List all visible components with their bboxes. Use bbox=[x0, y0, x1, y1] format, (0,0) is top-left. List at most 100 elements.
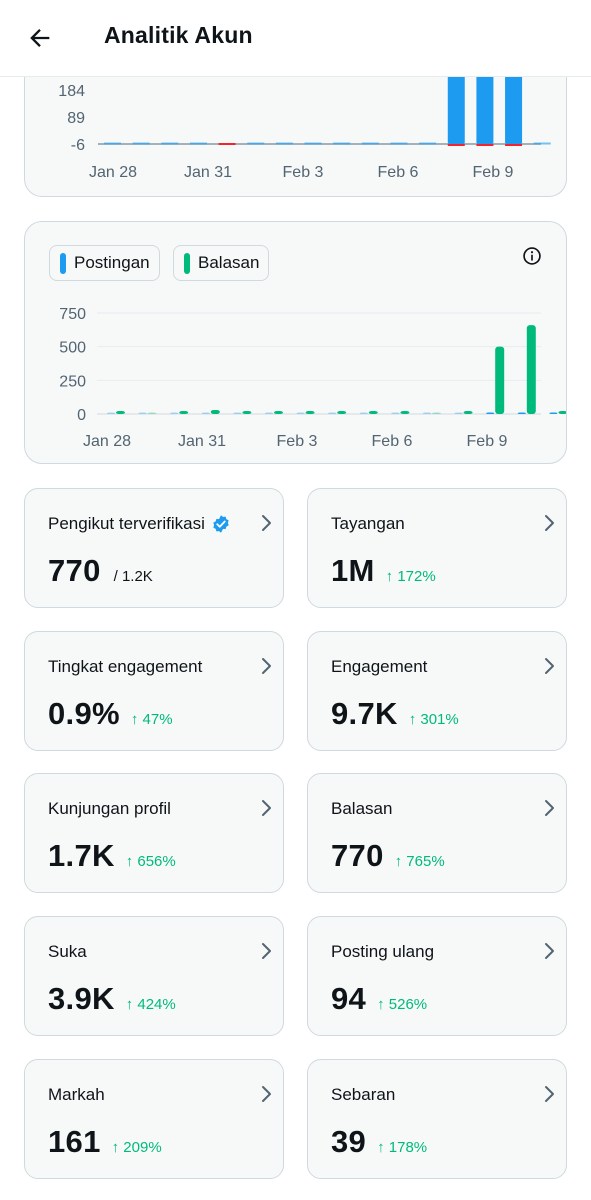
metric-change: ↑ 209% bbox=[111, 1139, 162, 1156]
y-tick-label: 750 bbox=[59, 306, 86, 323]
verified-badge-icon bbox=[213, 515, 229, 533]
metric-value: 39 bbox=[331, 1124, 367, 1159]
y-tick-label: 500 bbox=[59, 340, 86, 357]
metric-label: Tayangan bbox=[331, 514, 405, 534]
bar-postingan bbox=[296, 412, 305, 414]
metric-total: / 1.2K bbox=[113, 568, 153, 585]
bar-balasan bbox=[242, 411, 252, 414]
metric-card[interactable]: Kunjungan profil 1.7K ↑ 656% bbox=[24, 773, 284, 893]
metric-card[interactable]: Engagement 9.7K ↑ 301% bbox=[307, 631, 567, 751]
x-tick-label: Feb 9 bbox=[473, 164, 514, 181]
metric-card[interactable]: Markah 161 ↑ 209% bbox=[24, 1059, 284, 1179]
x-tick-label: Jan 28 bbox=[83, 433, 131, 450]
metric-value-row: 9.7K ↑ 301% bbox=[331, 696, 459, 732]
legend-label-balasan: Balasan bbox=[198, 253, 260, 272]
bar-postingan bbox=[328, 412, 337, 414]
chevron-right-icon bbox=[545, 800, 554, 816]
legend-postingan[interactable]: Postingan bbox=[49, 245, 160, 281]
metric-value: 1.7K bbox=[48, 838, 115, 873]
bar-balasan bbox=[210, 409, 220, 414]
metric-change: ↑ 178% bbox=[377, 1139, 428, 1156]
posts-replies-chart-card: Postingan Balasan 750 500 250 0 Jan 28 Jan 31… bbox=[24, 221, 567, 464]
negative-bar bbox=[505, 144, 523, 146]
metric-label-text: Suka bbox=[48, 942, 87, 961]
legend-balasan[interactable]: Balasan bbox=[173, 245, 270, 281]
chevron-right-icon bbox=[262, 943, 271, 959]
metric-value-row: 1.7K ↑ 656% bbox=[48, 838, 176, 874]
bar-balasan bbox=[558, 411, 566, 414]
chevron-right-icon bbox=[545, 943, 554, 959]
back-button[interactable] bbox=[22, 20, 58, 56]
metric-value-row: 770 / 1.2K bbox=[48, 553, 153, 589]
metric-label-text: Sebaran bbox=[331, 1085, 396, 1104]
page-title: Analitik Akun bbox=[104, 22, 253, 48]
x-tick-label: Jan 28 bbox=[89, 164, 137, 181]
metric-change: ↑ 656% bbox=[125, 853, 176, 870]
bar-postingan bbox=[423, 412, 431, 414]
info-icon[interactable] bbox=[522, 246, 542, 266]
metric-value-row: 94 ↑ 526% bbox=[331, 981, 427, 1017]
bar bbox=[247, 142, 265, 145]
metric-card[interactable]: Tingkat engagement 0.9% ↑ 47% bbox=[24, 631, 284, 751]
chevron-right-icon bbox=[545, 1086, 554, 1102]
metric-value: 0.9% bbox=[48, 696, 120, 731]
app-header: Analitik Akun bbox=[0, 0, 591, 77]
metric-change: ↑ 301% bbox=[408, 711, 459, 728]
metric-value: 770 bbox=[331, 838, 384, 873]
bar bbox=[304, 142, 322, 145]
metric-label-text: Kunjungan profil bbox=[48, 799, 171, 818]
metric-card[interactable]: Sebaran 39 ↑ 178% bbox=[307, 1059, 567, 1179]
chevron-right-icon bbox=[262, 515, 271, 531]
metric-value-row: 770 ↑ 765% bbox=[331, 838, 445, 874]
bar-balasan bbox=[116, 411, 125, 414]
metric-change: ↑ 765% bbox=[394, 853, 445, 870]
bar-postingan bbox=[107, 412, 115, 414]
bar-balasan bbox=[274, 411, 283, 414]
y-tick-label: 89 bbox=[67, 110, 85, 127]
bar-postingan bbox=[201, 412, 210, 414]
metric-value: 94 bbox=[331, 981, 367, 1016]
bar bbox=[390, 142, 408, 145]
metric-label: Sebaran bbox=[331, 1085, 395, 1105]
bar-postingan bbox=[138, 412, 147, 414]
y-tick-label: 0 bbox=[77, 407, 86, 424]
metric-label: Suka bbox=[48, 942, 87, 962]
x-tick-label: Feb 6 bbox=[378, 164, 419, 181]
bar-balasan bbox=[526, 325, 536, 414]
metric-value-row: 39 ↑ 178% bbox=[331, 1124, 427, 1160]
metric-label: Balasan bbox=[331, 799, 392, 819]
metric-label: Pengikut terverifikasi bbox=[48, 514, 231, 534]
metric-card[interactable]: Posting ulang 94 ↑ 526% bbox=[307, 916, 567, 1036]
metric-change: ↑ 47% bbox=[130, 711, 173, 728]
bar-postingan bbox=[517, 412, 526, 414]
metric-label-text: Tayangan bbox=[331, 514, 405, 533]
bar-postingan bbox=[359, 412, 368, 414]
metric-value-row: 161 ↑ 209% bbox=[48, 1124, 162, 1160]
x-tick-label: Feb 3 bbox=[283, 164, 324, 181]
metric-change: ↑ 526% bbox=[377, 996, 428, 1013]
metric-value-row: 3.9K ↑ 424% bbox=[48, 981, 176, 1017]
x-tick-label: Feb 9 bbox=[467, 433, 508, 450]
metric-card[interactable]: Balasan 770 ↑ 765% bbox=[307, 773, 567, 893]
metric-label-text: Pengikut terverifikasi bbox=[48, 514, 205, 533]
metric-card[interactable]: Tayangan 1M ↑ 172% bbox=[307, 488, 567, 608]
bar-postingan bbox=[170, 412, 179, 414]
bar-postingan bbox=[233, 412, 242, 414]
bar-postingan bbox=[549, 412, 558, 414]
legend-swatch-balasan bbox=[184, 252, 190, 274]
bar-postingan bbox=[454, 412, 463, 414]
metric-card[interactable]: Pengikut terverifikasi 770 / 1.2K bbox=[24, 488, 284, 608]
posts-replies-chart: 750 500 250 0 Jan 28 Jan 31 Feb 3 Feb 6 Feb 9 bbox=[59, 306, 566, 450]
bar bbox=[533, 142, 551, 145]
bar bbox=[361, 142, 379, 145]
metric-value-row: 0.9% ↑ 47% bbox=[48, 696, 173, 732]
bar bbox=[161, 142, 179, 145]
arrow-left-icon bbox=[30, 29, 50, 47]
metric-label: Posting ulang bbox=[331, 942, 434, 962]
x-tick-label: Jan 31 bbox=[184, 164, 232, 181]
metric-label-text: Posting ulang bbox=[331, 942, 435, 961]
chevron-right-icon bbox=[262, 1086, 271, 1102]
chevron-right-icon bbox=[262, 658, 271, 674]
metric-value: 161 bbox=[48, 1124, 101, 1159]
metric-card[interactable]: Suka 3.9K ↑ 424% bbox=[24, 916, 284, 1036]
